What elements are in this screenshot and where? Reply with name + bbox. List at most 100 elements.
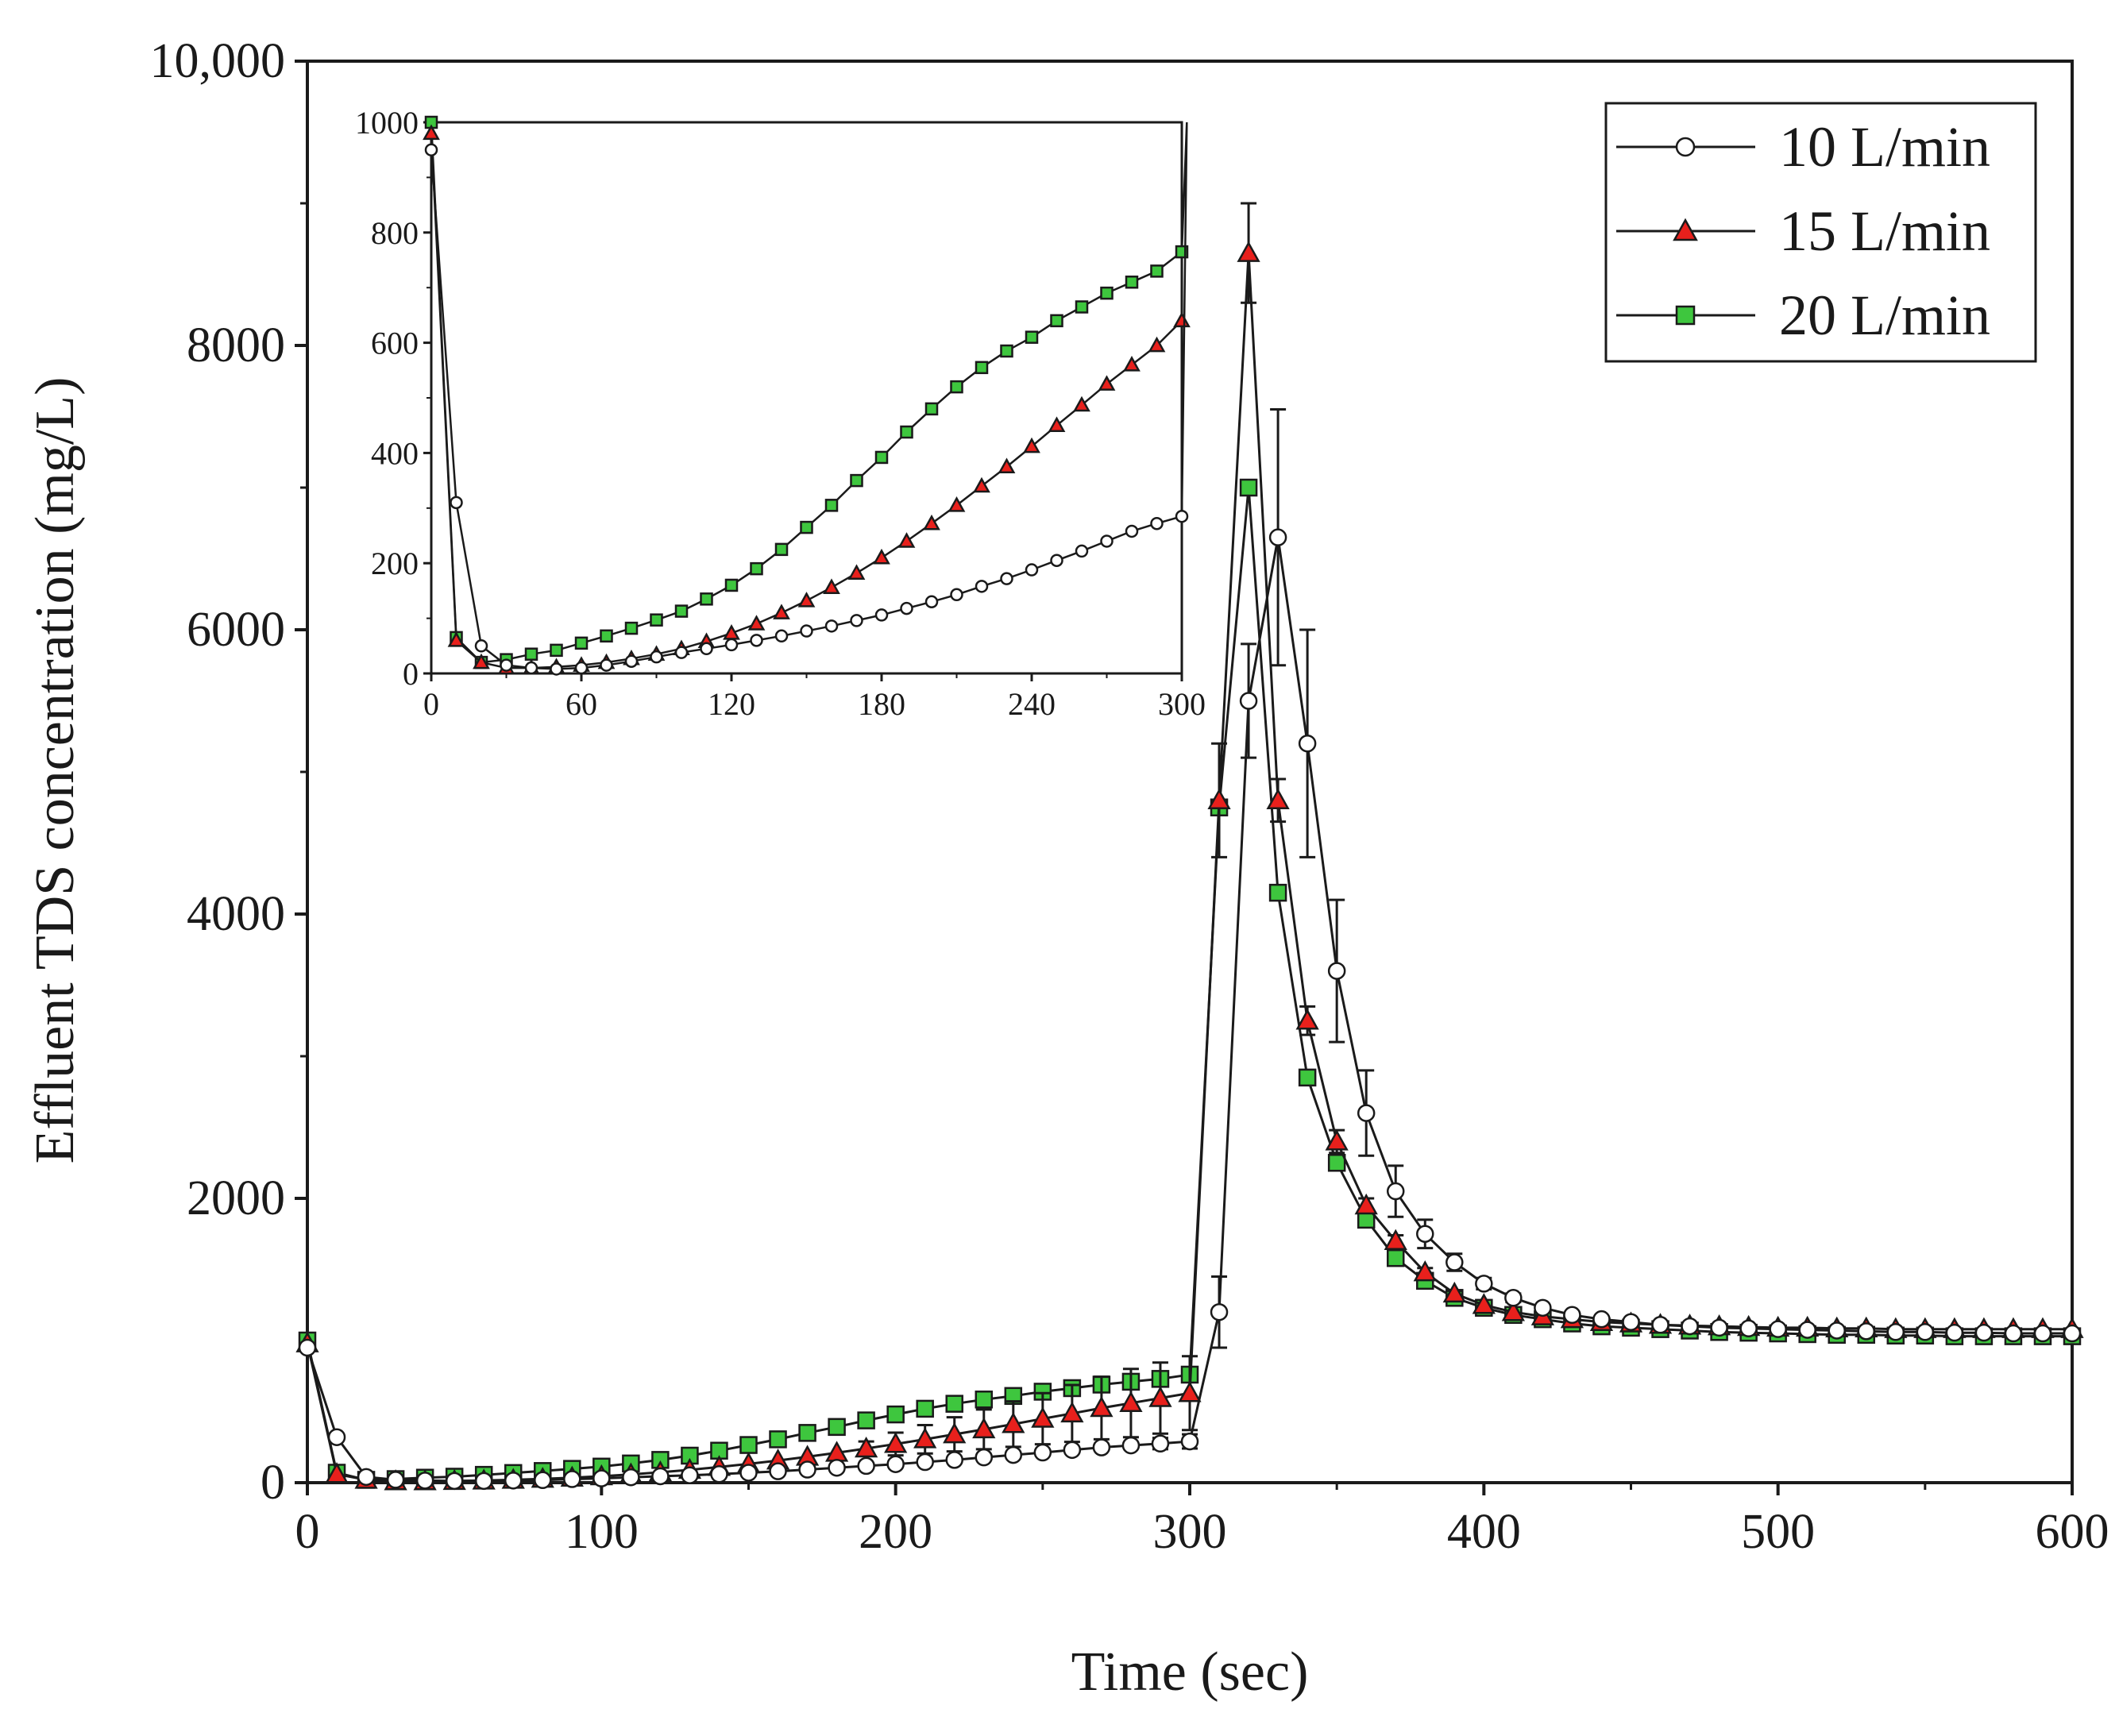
- inset-data-point: [724, 578, 739, 592]
- data-point: [1325, 1129, 1349, 1151]
- inset-data-point: [600, 629, 613, 643]
- data-point: [1974, 1323, 1994, 1342]
- inset-data-point: [1025, 563, 1039, 577]
- inset-data-point: [1075, 300, 1089, 314]
- inset-x-tick-label: 60: [565, 686, 597, 722]
- data-point: [1445, 1253, 1464, 1271]
- x-tick-label: 500: [1741, 1505, 1815, 1559]
- inset-data-point: [550, 643, 563, 658]
- inset-data-point: [424, 143, 438, 156]
- inset-data-point: [747, 615, 766, 631]
- inset-data-point: [824, 499, 839, 512]
- data-point: [975, 1448, 994, 1467]
- y-tick-label: 10,000: [150, 34, 286, 88]
- data-point: [943, 1422, 967, 1444]
- inset-data-point: [900, 601, 913, 615]
- data-point: [534, 1471, 552, 1490]
- data-point: [1031, 1406, 1055, 1428]
- data-point: [710, 1465, 728, 1483]
- inset-y-tick-label: 1000: [355, 105, 419, 141]
- inset-data-point: [524, 661, 538, 675]
- data-point: [972, 1417, 996, 1439]
- data-point: [474, 1472, 493, 1491]
- data-point: [1384, 1229, 1407, 1250]
- data-point: [1563, 1306, 1581, 1325]
- y-axis-title: Effluent TDS concentration (mg/L): [25, 377, 86, 1164]
- inset-data-point: [873, 548, 890, 565]
- data-point: [1501, 1300, 1525, 1321]
- x-tick-label: 0: [295, 1505, 320, 1559]
- inset-data-point: [750, 634, 763, 647]
- legend-item-15-l-min: 15 L/min: [1616, 199, 1990, 263]
- data-point: [769, 1462, 787, 1480]
- inset-series-layer: [423, 115, 1191, 676]
- data-point: [1060, 1401, 1084, 1423]
- data-point: [651, 1467, 670, 1486]
- x-tick-label: 300: [1153, 1505, 1227, 1559]
- data-point: [1739, 1319, 1758, 1338]
- data-point: [855, 1436, 878, 1458]
- data-point: [1442, 1281, 1466, 1303]
- data-point: [1354, 1193, 1378, 1215]
- data-point: [1268, 883, 1287, 902]
- data-point: [945, 1451, 963, 1469]
- data-point: [1945, 1323, 1964, 1342]
- inset-data-point: [1048, 416, 1066, 432]
- data-point: [1651, 1316, 1669, 1334]
- inset-data-point: [1100, 286, 1114, 300]
- data-point: [945, 1395, 963, 1413]
- data-point: [1386, 1182, 1405, 1201]
- main-series-layer: [295, 202, 2084, 1491]
- data-point: [1386, 1248, 1405, 1267]
- data-point: [1090, 1395, 1114, 1418]
- main-tick-labels: 0 100 200 300 400 500 6000200040006000800010,0…: [150, 34, 2109, 1559]
- inset-data-point: [823, 578, 840, 594]
- data-point: [1004, 1445, 1023, 1464]
- data-point: [884, 1432, 908, 1453]
- inset-data-point: [1123, 356, 1141, 372]
- inset-y-tick-label: 800: [371, 215, 419, 251]
- x-tick-label: 400: [1447, 1505, 1521, 1559]
- data-point: [975, 1391, 994, 1409]
- inset-tick-labels: 0 60 120 180 240 300 0 200 400 600 800 1000: [355, 105, 1206, 722]
- data-point: [1298, 1068, 1317, 1087]
- inset-data-point: [773, 604, 790, 619]
- data-point: [563, 1470, 581, 1488]
- legend-marker: [1673, 218, 1698, 241]
- inset-data-point: [1125, 276, 1139, 289]
- data-point: [1298, 734, 1317, 753]
- inset-y-tick-label: 400: [371, 435, 419, 471]
- data-point: [2033, 1324, 2052, 1343]
- data-point: [1475, 1275, 1493, 1293]
- inset-data-point: [624, 654, 639, 668]
- legend: 10 L/min 15 L/min 20 L/min: [1616, 115, 1990, 347]
- inset-data-point: [874, 450, 889, 465]
- inset-data-point: [550, 662, 563, 676]
- data-point: [1002, 1412, 1025, 1433]
- inset-data-point: [650, 613, 663, 627]
- series-10-l-min: [298, 408, 2082, 1491]
- data-point: [1119, 1391, 1143, 1413]
- data-point: [1327, 1154, 1346, 1172]
- inset-data-point: [797, 592, 816, 608]
- data-point: [415, 1472, 434, 1490]
- data-point: [1266, 788, 1290, 810]
- inset-data-point: [1148, 336, 1166, 353]
- data-point: [739, 1464, 758, 1482]
- inset-data-point: [674, 604, 689, 618]
- data-point: [357, 1468, 376, 1487]
- inset-y-tick-label: 200: [371, 546, 419, 581]
- inset-data-point: [1050, 554, 1063, 567]
- inset-data-point: [1100, 534, 1114, 548]
- inset-data-point: [600, 658, 613, 672]
- data-point: [1413, 1260, 1437, 1282]
- data-point: [298, 1338, 317, 1357]
- data-point: [1857, 1322, 1876, 1341]
- y-tick-label: 0: [261, 1456, 285, 1510]
- inset-data-point: [1150, 264, 1164, 278]
- inset-data-point: [624, 621, 639, 635]
- inset-data-point: [423, 124, 440, 141]
- inset-data-point: [474, 639, 488, 653]
- data-point: [504, 1472, 523, 1490]
